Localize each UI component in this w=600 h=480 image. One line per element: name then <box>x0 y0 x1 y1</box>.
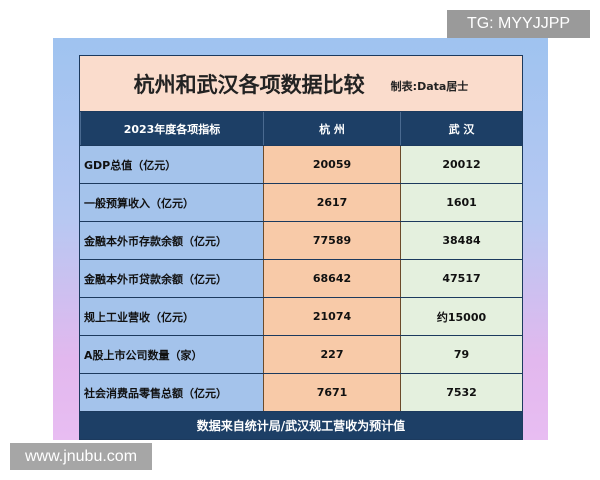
wuhan-value: 约15000 <box>400 298 522 335</box>
hangzhou-value: 21074 <box>263 298 400 335</box>
watermark-bottom: www.jnubu.com <box>10 443 152 470</box>
table-row: 一般预算收入（亿元） 2617 1601 <box>80 183 522 221</box>
indicator-cell: A股上市公司数量（家） <box>80 336 263 373</box>
header-wuhan: 武 汉 <box>400 112 522 145</box>
watermark-top: TG: MYYJJPP <box>447 10 590 38</box>
table-title: 杭州和武汉各项数据比较 <box>133 72 365 97</box>
table-header: 2023年度各项指标 杭 州 武 汉 <box>80 111 522 145</box>
indicator-cell: GDP总值（亿元） <box>80 146 263 183</box>
wuhan-value: 20012 <box>400 146 522 183</box>
hangzhou-value: 68642 <box>263 260 400 297</box>
indicator-cell: 规上工业营收（亿元） <box>80 298 263 335</box>
hangzhou-value: 227 <box>263 336 400 373</box>
header-indicator: 2023年度各项指标 <box>80 112 263 145</box>
comparison-table: 杭州和武汉各项数据比较 制表:Data居士 2023年度各项指标 杭 州 武 汉… <box>79 55 523 440</box>
table-credit: 制表:Data居士 <box>390 79 469 93</box>
hangzhou-value: 2617 <box>263 184 400 221</box>
indicator-cell: 社会消费品零售总额（亿元） <box>80 374 263 411</box>
wuhan-value: 47517 <box>400 260 522 297</box>
table-row: A股上市公司数量（家） 227 79 <box>80 335 522 373</box>
table-row: 金融本外币存款余额（亿元） 77589 38484 <box>80 221 522 259</box>
table-row: 社会消费品零售总额（亿元） 7671 7532 <box>80 373 522 411</box>
header-hangzhou: 杭 州 <box>263 112 400 145</box>
indicator-cell: 金融本外币贷款余额（亿元） <box>80 260 263 297</box>
hangzhou-value: 7671 <box>263 374 400 411</box>
table-footer: 数据来自统计局/武汉规工营收为预计值 <box>80 411 522 439</box>
indicator-cell: 金融本外币存款余额（亿元） <box>80 222 263 259</box>
indicator-cell: 一般预算收入（亿元） <box>80 184 263 221</box>
wuhan-value: 1601 <box>400 184 522 221</box>
table-row: 金融本外币贷款余额（亿元） 68642 47517 <box>80 259 522 297</box>
table-row: 规上工业营收（亿元） 21074 约15000 <box>80 297 522 335</box>
wuhan-value: 38484 <box>400 222 522 259</box>
wuhan-value: 7532 <box>400 374 522 411</box>
hangzhou-value: 20059 <box>263 146 400 183</box>
table-row: GDP总值（亿元） 20059 20012 <box>80 145 522 183</box>
hangzhou-value: 77589 <box>263 222 400 259</box>
wuhan-value: 79 <box>400 336 522 373</box>
table-title-bar: 杭州和武汉各项数据比较 制表:Data居士 <box>80 56 522 111</box>
